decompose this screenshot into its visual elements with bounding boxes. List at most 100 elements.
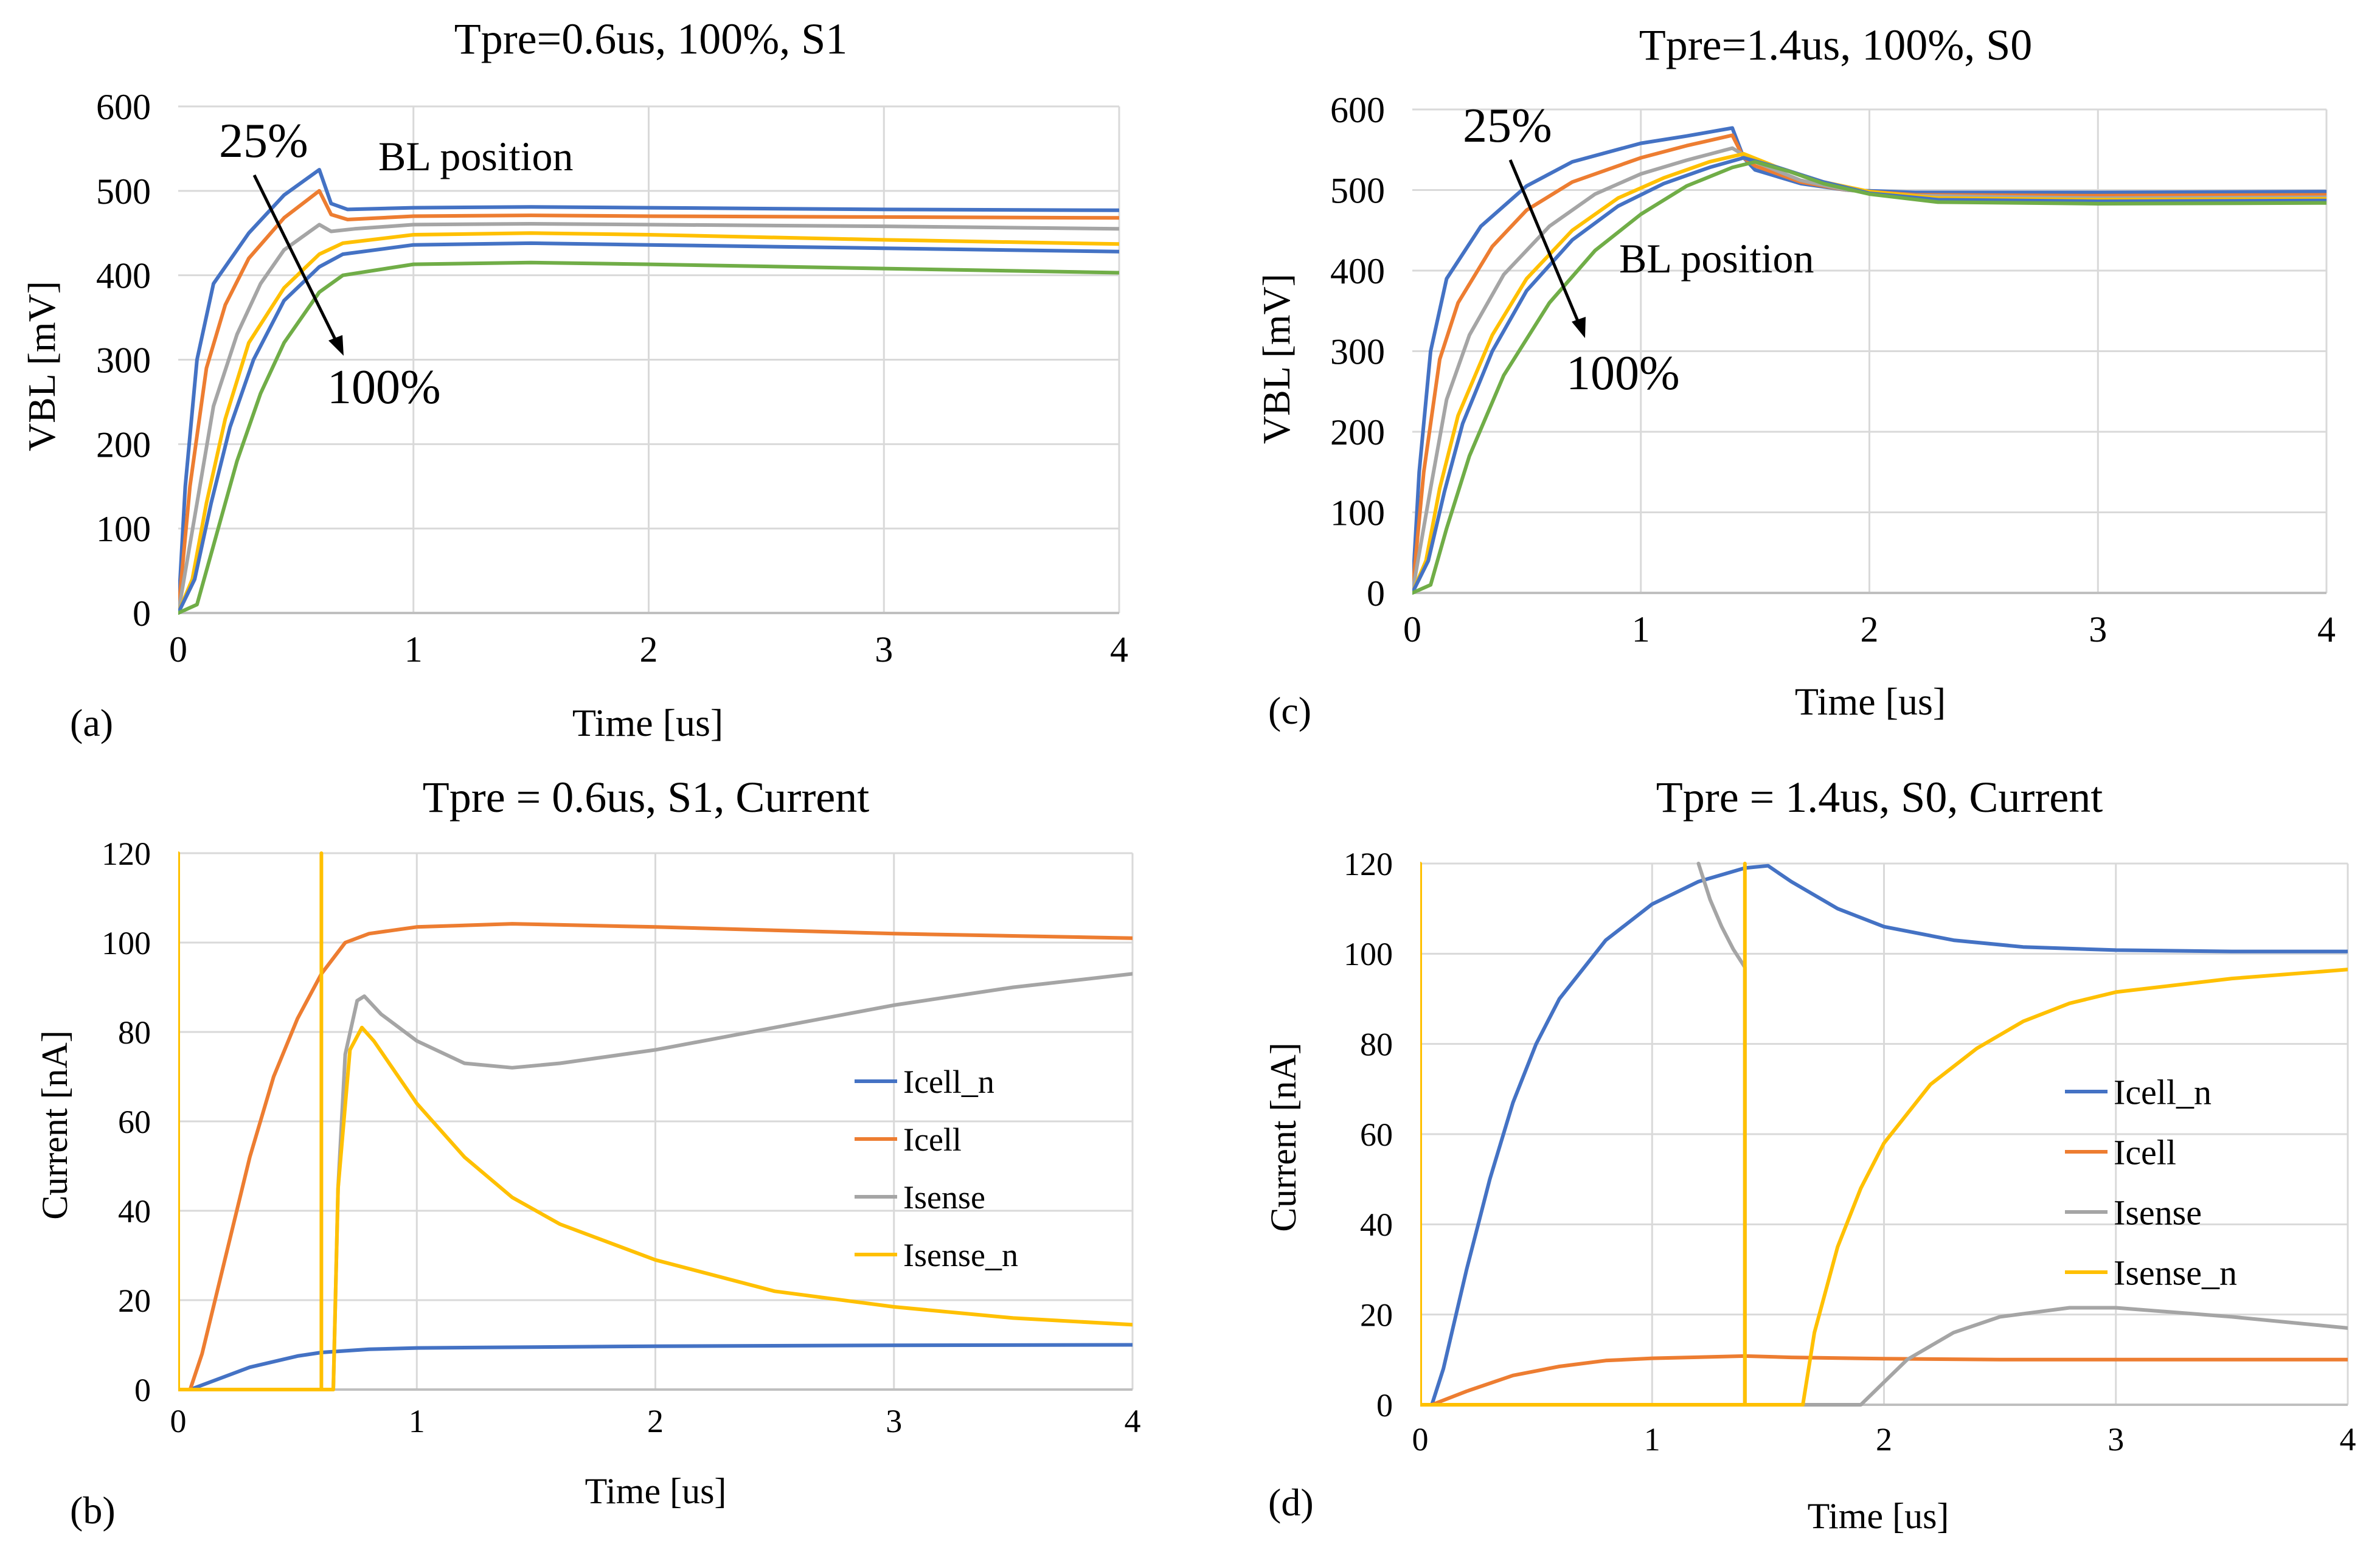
chart-d-legend-label-1: Icell xyxy=(2114,1132,2176,1172)
chart-a-ytick-0: 0 xyxy=(133,594,151,634)
chart-d-series-icell-n xyxy=(1420,864,2348,1407)
chart-c-xtick-0: 0 xyxy=(1403,609,1421,649)
chart-c-series-100- xyxy=(1412,160,2326,595)
chart-a-annotation-bottom: 100% xyxy=(327,361,441,414)
chart-d-ylabel: Current [nA] xyxy=(1263,1042,1303,1232)
chart-a-xtick-4: 4 xyxy=(1110,629,1128,670)
chart-c-title: Tpre=1.4us, 100%, S0 xyxy=(1639,21,2033,69)
chart-c-xtick-1: 1 xyxy=(1632,609,1650,649)
chart-d-legend: Icell_n Icell Isense Isense_n xyxy=(2065,1072,2237,1292)
chart-a-annotation-top: 25% xyxy=(219,114,308,168)
chart-a-annotation-arrow xyxy=(252,174,344,356)
chart-a-title: Tpre=0.6us, 100%, S1 xyxy=(454,15,848,63)
chart-c-annotation-bottom: 100% xyxy=(1566,347,1680,400)
chart-d-ytick-4: 80 xyxy=(1360,1027,1393,1063)
chart-c-ytick-3: 300 xyxy=(1330,332,1385,372)
chart-b-legend-label-1: Icell xyxy=(903,1121,962,1158)
chart-b-series-isense xyxy=(331,972,1133,1391)
chart-d-series-isense xyxy=(1696,862,2348,1407)
chart-c-xtick-2: 2 xyxy=(1861,609,1879,649)
chart-c: Tpre=1.4us, 100%, S0 0 100 200 300 400 500 600… xyxy=(1255,21,2336,732)
chart-c-annotation-top: 25% xyxy=(1463,99,1552,153)
chart-b-panel-label: (b) xyxy=(70,1489,116,1532)
chart-a-ticks: 0 100 200 300 400 500 600 0 1 2 3 4 xyxy=(96,87,1128,670)
chart-a-annotation-label: BL position xyxy=(378,133,574,179)
chart-b-legend-label-0: Icell_n xyxy=(903,1064,994,1100)
chart-b-xtick-4: 4 xyxy=(1125,1403,1141,1439)
chart-b-series-isense-n xyxy=(178,851,1133,1391)
chart-b-xtick-1: 1 xyxy=(409,1403,425,1439)
chart-d-ytick-1: 20 xyxy=(1360,1297,1393,1334)
chart-d-grid xyxy=(1420,862,2349,1406)
chart-b-legend-label-2: Isense xyxy=(903,1179,985,1216)
chart-a-series-25- xyxy=(178,168,1119,615)
chart-a-series-100- xyxy=(178,260,1119,615)
chart-b-legend: Icell_n Icell Isense Isense_n xyxy=(855,1064,1018,1273)
chart-a-ytick-5: 500 xyxy=(96,171,151,212)
chart-b-ytick-0: 0 xyxy=(134,1372,151,1408)
chart-d-xtick-4: 4 xyxy=(2340,1421,2356,1458)
chart-c-ytick-2: 200 xyxy=(1330,412,1385,452)
chart-a-ytick-6: 600 xyxy=(96,87,151,127)
chart-c-panel-label: (c) xyxy=(1268,689,1311,732)
chart-d-plot xyxy=(1420,862,2348,1407)
chart-c-ylabel: VBL [mV] xyxy=(1255,274,1298,444)
chart-b-xtick-2: 2 xyxy=(647,1403,664,1439)
chart-b-title: Tpre = 0.6us, S1, Current xyxy=(423,773,870,822)
chart-b-xlabel: Time [us] xyxy=(585,1471,727,1511)
chart-a-ytick-4: 400 xyxy=(96,256,151,296)
chart-d-series-icell xyxy=(1420,1354,2348,1407)
chart-d-ytick-6: 120 xyxy=(1344,846,1393,882)
chart-d-title: Tpre = 1.4us, S0, Current xyxy=(1656,773,2103,822)
chart-a-series-55- xyxy=(178,222,1119,615)
chart-a: Tpre=0.6us, 100%, S1 0 100 200 300 400 500 600… xyxy=(20,15,1128,744)
chart-d-series-isense-n xyxy=(1420,862,2348,1407)
chart-c-plot xyxy=(1412,126,2326,595)
chart-a-xtick-2: 2 xyxy=(640,629,658,670)
chart-a-series-70- xyxy=(178,231,1119,615)
chart-c-ytick-1: 100 xyxy=(1330,493,1385,533)
chart-b-legend-label-3: Isense_n xyxy=(903,1237,1018,1273)
chart-b-xtick-3: 3 xyxy=(886,1403,902,1439)
chart-a-xlabel: Time [us] xyxy=(572,701,723,744)
chart-d-ticks: 0 20 40 60 80 100 120 0 1 2 3 4 xyxy=(1344,846,2356,1458)
chart-b-ytick-6: 120 xyxy=(102,836,151,872)
chart-d-xtick-2: 2 xyxy=(1876,1421,1892,1458)
chart-b-ytick-3: 60 xyxy=(118,1104,151,1140)
chart-b-ylabel: Current [nA] xyxy=(35,1030,75,1220)
chart-b-grid xyxy=(178,852,1134,1391)
chart-c-grid xyxy=(1412,108,2328,594)
chart-a-xtick-1: 1 xyxy=(404,629,423,670)
chart-a-xtick-3: 3 xyxy=(875,629,893,670)
chart-c-ticks: 0 100 200 300 400 500 600 0 1 2 3 4 xyxy=(1330,90,2336,649)
chart-d-xtick-1: 1 xyxy=(1644,1421,1660,1458)
chart-d-ytick-5: 100 xyxy=(1344,936,1393,972)
chart-b-plot xyxy=(178,851,1133,1391)
chart-d-legend-label-2: Isense xyxy=(2114,1193,2202,1232)
chart-b-ytick-1: 20 xyxy=(118,1283,151,1319)
chart-b-ytick-2: 40 xyxy=(118,1193,151,1230)
chart-c-ytick-5: 500 xyxy=(1330,171,1385,211)
chart-c-ytick-0: 0 xyxy=(1367,573,1385,614)
chart-a-ylabel: VBL [mV] xyxy=(20,281,63,451)
chart-d-legend-label-0: Icell_n xyxy=(2114,1072,2212,1112)
chart-b-ytick-4: 80 xyxy=(118,1014,151,1051)
chart-d-legend-label-3: Isense_n xyxy=(2114,1253,2237,1292)
chart-c-xlabel: Time [us] xyxy=(1795,680,1946,723)
chart-a-ytick-1: 100 xyxy=(96,509,151,549)
chart-a-plot xyxy=(178,168,1119,615)
chart-d-ytick-0: 0 xyxy=(1376,1387,1393,1424)
chart-a-ytick-2: 200 xyxy=(96,424,151,465)
chart-a-series-40- xyxy=(178,189,1119,615)
chart-c-xtick-3: 3 xyxy=(2089,609,2107,649)
chart-c-ytick-6: 600 xyxy=(1330,90,1385,130)
chart-c-xtick-4: 4 xyxy=(2317,609,2336,649)
chart-a-panel-label: (a) xyxy=(70,701,113,744)
chart-d-ytick-2: 40 xyxy=(1360,1207,1393,1243)
chart-b-ticks: 0 20 40 60 80 100 120 0 1 2 3 4 xyxy=(102,836,1141,1439)
chart-c-annotation-label: BL position xyxy=(1619,235,1814,282)
chart-d-xlabel: Time [us] xyxy=(1808,1496,1949,1536)
chart-d-ytick-3: 60 xyxy=(1360,1117,1393,1153)
chart-d-xtick-0: 0 xyxy=(1412,1421,1429,1458)
